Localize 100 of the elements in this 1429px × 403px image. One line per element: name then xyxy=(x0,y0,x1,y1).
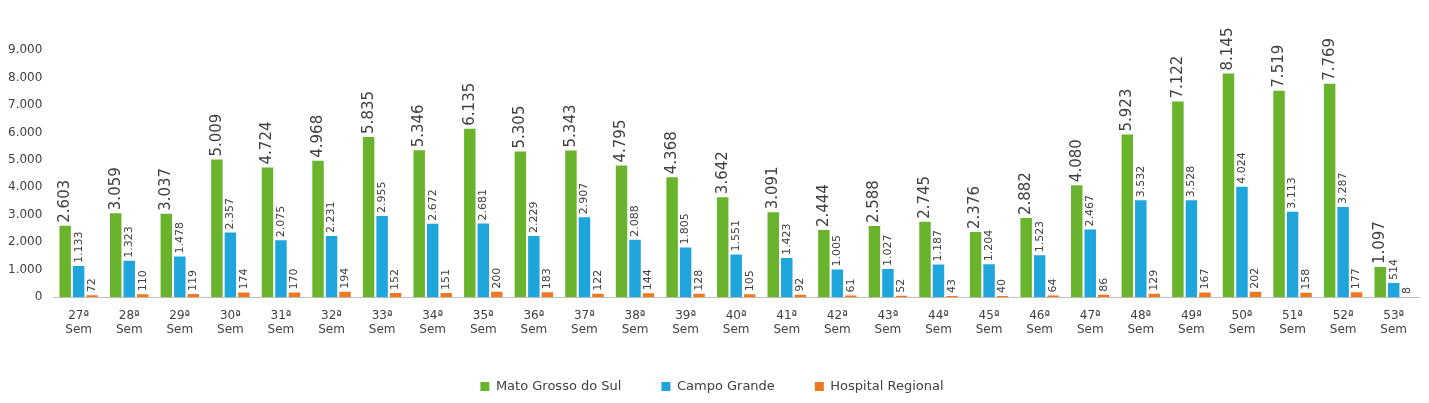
data-label: 43 xyxy=(944,279,958,294)
x-tick-label: 30ª Sem xyxy=(217,307,244,336)
bar xyxy=(312,160,324,298)
x-tick-label: 35ª Sem xyxy=(469,307,497,336)
data-label: 2.075 xyxy=(273,205,287,238)
bar xyxy=(592,293,604,298)
y-tick-label: 7.000 xyxy=(7,97,43,112)
data-label: 7.769 xyxy=(1319,37,1338,81)
data-label: 4.368 xyxy=(662,131,680,175)
bar xyxy=(1071,185,1083,298)
data-label: 5.305 xyxy=(510,105,529,149)
bar xyxy=(1121,134,1134,298)
data-label: 2.357 xyxy=(223,197,237,230)
x-tick-label: 38ª Sem xyxy=(621,307,649,336)
bar xyxy=(339,291,351,298)
bar xyxy=(1033,255,1046,298)
data-label: 1.323 xyxy=(122,226,136,258)
data-label: 4.795 xyxy=(611,119,630,163)
data-label: 52 xyxy=(894,278,908,293)
data-label: 1.478 xyxy=(172,222,186,254)
bar xyxy=(136,294,149,298)
x-tick-label: 41ª Sem xyxy=(773,307,801,336)
y-tick-label: 2.000 xyxy=(7,234,43,249)
bar xyxy=(629,239,641,298)
data-label: 174 xyxy=(236,268,250,290)
data-label: 4.080 xyxy=(1066,139,1085,183)
data-label: 167 xyxy=(1197,268,1211,290)
y-tick-label: 6.000 xyxy=(7,124,43,139)
data-label: 64 xyxy=(1046,278,1059,293)
data-label: 119 xyxy=(186,269,200,291)
bar xyxy=(868,226,881,298)
data-label: 5.923 xyxy=(1117,88,1136,132)
bar xyxy=(123,260,135,298)
x-tick-label: 51ª Sem xyxy=(1279,307,1306,336)
legend-label: Mato Grosso do Sul xyxy=(495,377,622,393)
data-label: 110 xyxy=(135,270,149,292)
bar xyxy=(376,216,388,298)
bar xyxy=(919,221,931,298)
y-tick-label: 9.000 xyxy=(7,42,43,57)
bar xyxy=(325,235,338,298)
data-label: 194 xyxy=(337,267,351,289)
bar xyxy=(615,165,628,298)
bar xyxy=(983,264,995,298)
data-label: 2.231 xyxy=(324,201,338,233)
bar xyxy=(1236,186,1248,298)
data-label: 2.672 xyxy=(425,189,439,221)
bar xyxy=(59,225,71,298)
x-tick-label: 36ª Sem xyxy=(520,307,548,336)
data-label: 7.519 xyxy=(1268,44,1287,88)
data-label: 2.444 xyxy=(813,184,832,228)
bar xyxy=(818,230,830,298)
data-label: 1.551 xyxy=(729,220,743,252)
bar xyxy=(541,292,554,298)
data-label: 1.204 xyxy=(981,229,995,262)
legend-label: Hospital Regional xyxy=(830,377,944,393)
bar xyxy=(426,223,439,298)
bar xyxy=(1273,90,1285,298)
y-tick-label: 4.000 xyxy=(7,179,43,194)
bar xyxy=(716,197,729,298)
data-label: 8.145 xyxy=(1218,27,1237,71)
data-label: 514 xyxy=(1386,259,1400,281)
data-label: 2.467 xyxy=(1083,194,1097,227)
x-tick-label: 43ª Sem xyxy=(874,307,902,336)
data-label: 92 xyxy=(793,277,807,292)
data-label: 40 xyxy=(995,279,1009,294)
data-label: 2.588 xyxy=(864,180,883,224)
bar xyxy=(413,150,425,298)
x-tick-label: 45ª Sem xyxy=(975,307,1003,336)
bar xyxy=(882,268,894,298)
data-label: 1.523 xyxy=(1032,220,1046,253)
bar xyxy=(565,150,577,298)
x-tick-label: 32ª Sem xyxy=(318,307,345,336)
data-label: 4.024 xyxy=(1234,152,1248,184)
bar xyxy=(110,213,122,298)
data-label: 2.229 xyxy=(526,201,540,233)
x-tick-label: 27ª Sem xyxy=(65,307,92,336)
bar xyxy=(275,240,287,298)
x-tick-label: 50ª Sem xyxy=(1228,307,1256,336)
bar xyxy=(743,294,756,298)
data-label: 2.907 xyxy=(577,182,591,215)
bar xyxy=(1172,101,1184,298)
bar xyxy=(693,293,705,298)
bar xyxy=(362,136,375,298)
data-label: 5.835 xyxy=(358,90,377,134)
x-tick-label: 46ª Sem xyxy=(1026,307,1054,336)
bar xyxy=(781,258,793,298)
bar xyxy=(1387,283,1400,298)
data-label: 3.113 xyxy=(1285,177,1299,209)
x-tick-label: 39ª Sem xyxy=(672,307,699,336)
data-label: 200 xyxy=(489,267,503,289)
data-label: 1.027 xyxy=(880,234,894,266)
x-tick-label: 31ª Sem xyxy=(267,307,295,336)
data-label: 2.745 xyxy=(914,175,933,219)
data-label: 3.528 xyxy=(1184,165,1198,198)
x-tick-label: 49ª Sem xyxy=(1178,307,1205,336)
data-label: 7.122 xyxy=(1167,55,1186,99)
bar xyxy=(477,223,490,298)
x-tick-label: 29ª Sem xyxy=(166,307,194,336)
bar xyxy=(464,128,476,298)
y-tick-label: 0 xyxy=(34,289,43,304)
